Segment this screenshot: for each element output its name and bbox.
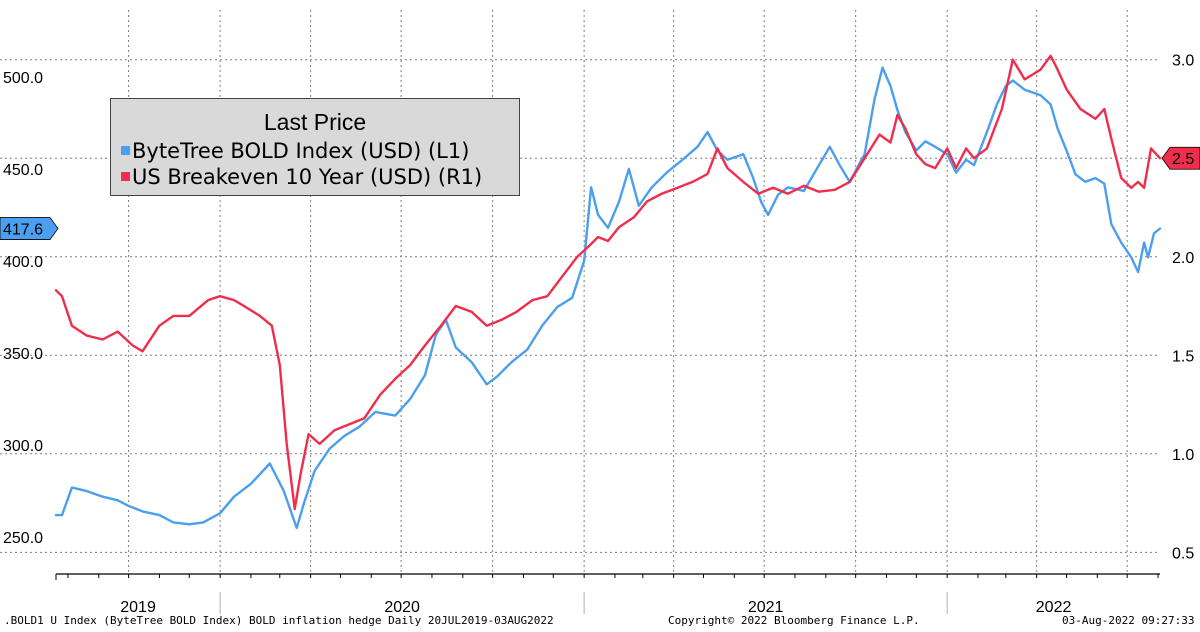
legend-label-breakeven: US Breakeven 10 Year (USD) (R1) (132, 165, 483, 189)
last-value-tag-right (1161, 146, 1200, 170)
right-axis-label: 2.0 (1172, 250, 1194, 267)
footer-copyright: Copyright© 2022 Bloomberg Finance L.P. (668, 614, 920, 627)
series-layer (54, 54, 1162, 530)
legend-swatch-bold (121, 145, 130, 155)
legend-entry-bold: ByteTree BOLD Index (USD) (L1) (121, 139, 469, 163)
axes: 2019 2020 2021 2022 250.0 300.0 350.0 400.0 450.… (0, 53, 1200, 616)
left-axis-label: 500.0 (3, 70, 43, 87)
last-value-tag-left (0, 217, 59, 240)
left-axis-label: 250.0 (3, 530, 43, 547)
legend-label-bold: ByteTree BOLD Index (USD) (L1) (132, 139, 470, 163)
series-line-bold-index (54, 66, 1162, 530)
last-value-right: 2.5 (1172, 151, 1194, 168)
x-axis-year-label: 2021 (748, 599, 784, 616)
right-axis-label: 3.0 (1172, 53, 1194, 70)
series-line-breakeven (54, 54, 1162, 511)
gridlines (0, 10, 1160, 574)
left-axis-label: 450.0 (3, 162, 43, 179)
x-axis-year-label: 2019 (120, 599, 156, 616)
legend-entry-breakeven: US Breakeven 10 Year (USD) (R1) (121, 165, 482, 189)
legend-swatch-breakeven (121, 171, 130, 181)
right-axis-label: 1.5 (1172, 348, 1194, 365)
x-axis-year-label: 2020 (384, 599, 420, 616)
left-axis-label: 350.0 (3, 346, 43, 363)
legend-title: Last Price (263, 109, 367, 135)
last-value-left: 417.6 (3, 222, 43, 239)
right-axis-label: 1.0 (1172, 447, 1194, 464)
right-axis-label: 0.5 (1172, 545, 1194, 562)
footer-timestamp: 03-Aug-2022 09:27:33 (1062, 614, 1195, 627)
left-axis-label: 300.0 (3, 438, 43, 455)
footer-source: .BOLD1 U Index (ByteTree BOLD Index) BOL… (4, 614, 554, 627)
x-axis-year-label: 2022 (1036, 599, 1072, 616)
legend: Last Price ByteTree BOLD Index (USD) (L1… (110, 98, 520, 196)
left-axis-label: 400.0 (3, 254, 43, 271)
